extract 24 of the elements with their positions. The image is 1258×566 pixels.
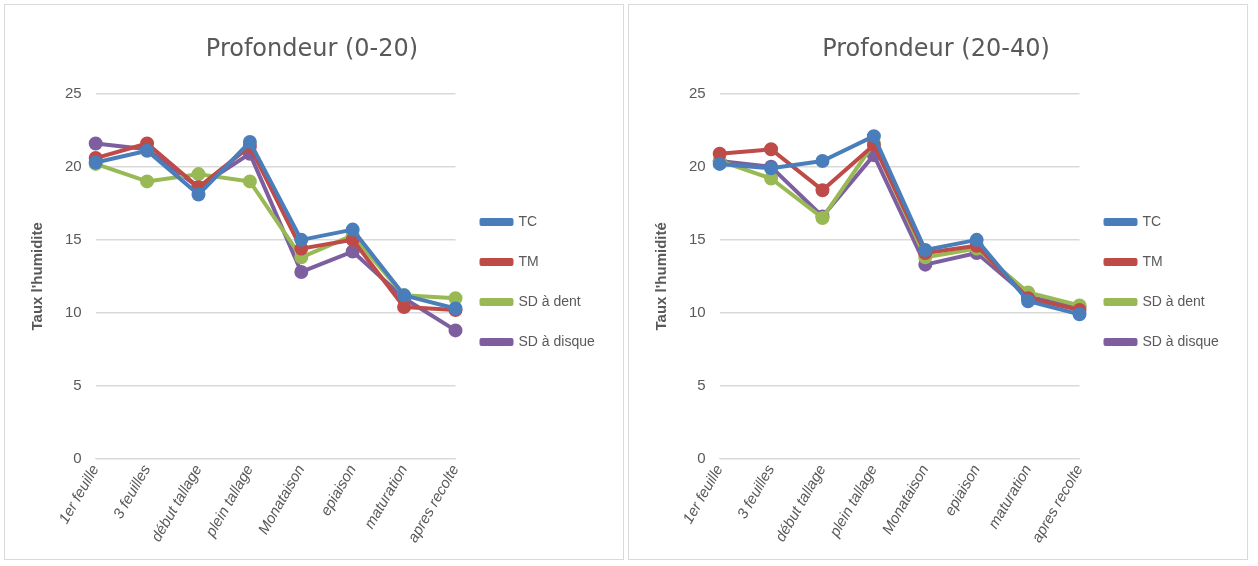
legend-label: SD à disque [518,332,595,349]
legend-label: TC [518,212,538,229]
y-tick-label: 5 [697,376,706,394]
y-tick-label: 0 [697,449,706,467]
y-tick-label: 15 [65,229,82,247]
legend-label: TM [518,252,539,269]
legend-label: TM [1142,252,1163,269]
y-tick-label: 20 [689,156,706,174]
chart-title: Profondeur (0-20) [205,33,419,62]
y-tick-label: 10 [689,303,706,320]
chart-title: Profondeur (20-40) [822,33,1050,62]
y-axis-title: Taux l'humidite [28,222,46,331]
legend-label: SD à dent [518,292,581,309]
y-tick-label: 5 [73,376,82,394]
legend-label: SD à dent [1142,292,1205,309]
y-tick-label: 25 [65,83,82,101]
y-tick-label: 0 [73,449,82,467]
y-axis-title: Taux l'humidité [652,222,670,331]
legend-label: SD à disque [1142,332,1219,349]
y-tick-label: 10 [65,303,82,320]
legend-label: TC [1142,212,1162,229]
y-tick-label: 25 [689,83,706,101]
y-tick-label: 15 [689,229,706,247]
y-tick-label: 20 [65,156,82,174]
